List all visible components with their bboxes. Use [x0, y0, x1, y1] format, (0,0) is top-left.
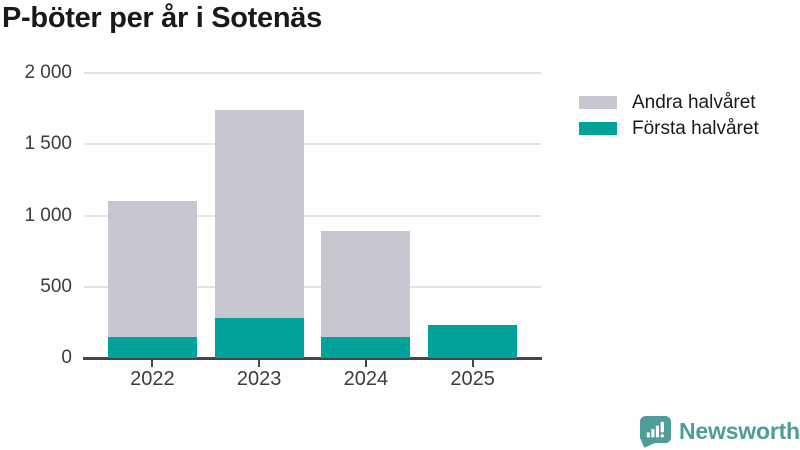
x-axis-tick-2023 — [258, 360, 261, 367]
legend-label-andra-halvaret: Andra halvåret — [632, 91, 756, 113]
gridline-1000 — [84, 214, 541, 217]
legend: Andra halvåret Första halvåret — [579, 91, 759, 145]
bar-segment-2025-första-halvåret — [428, 325, 518, 358]
y-axis-label-500: 500 — [40, 275, 72, 297]
newsworthy-logo[interactable]: Newsworthy — [639, 415, 800, 448]
x-axis-tick-2025 — [471, 360, 474, 367]
gridline-1500 — [84, 143, 541, 146]
legend-item-andra-halvaret: Andra halvåret — [579, 91, 759, 113]
gridline-500 — [84, 285, 541, 288]
y-axis-label-1500: 1 500 — [24, 133, 72, 155]
gridline-2000 — [84, 72, 541, 74]
x-axis-tick-2024 — [364, 360, 367, 367]
y-axis-label-0: 0 — [61, 347, 72, 368]
bar-segment-2024-andra-halvåret — [321, 231, 411, 337]
x-axis-tick-2022 — [151, 360, 154, 367]
newsworthy-bubble-chart-icon — [639, 415, 672, 448]
legend-item-forsta-halvaret: Första halvåret — [579, 117, 759, 139]
legend-label-forsta-halvaret: Första halvåret — [632, 117, 759, 139]
bar-segment-2022-första-halvåret — [107, 337, 197, 358]
x-axis-label-2023: 2023 — [236, 368, 282, 390]
newsworthy-wordmark: Newsworthy — [679, 418, 800, 444]
x-axis-label-2024: 2024 — [343, 368, 389, 390]
bar-segment-2022-andra-halvåret — [107, 201, 197, 338]
x-axis-line — [83, 357, 542, 360]
legend-swatch-forsta-halvaret — [579, 122, 617, 135]
chart-title: P-böter per år i Sotenäs — [2, 2, 322, 34]
x-axis-label-2022: 2022 — [130, 368, 175, 390]
y-axis-label-2000: 2 000 — [24, 62, 72, 83]
x-axis-label-2025: 2025 — [450, 368, 495, 390]
y-axis-label-1000: 1 000 — [24, 204, 72, 226]
bar-segment-2023-första-halvåret — [214, 318, 304, 358]
legend-swatch-andra-halvaret — [579, 96, 617, 109]
bar-segment-2023-andra-halvåret — [214, 110, 304, 319]
bar-segment-2024-första-halvåret — [321, 336, 411, 358]
